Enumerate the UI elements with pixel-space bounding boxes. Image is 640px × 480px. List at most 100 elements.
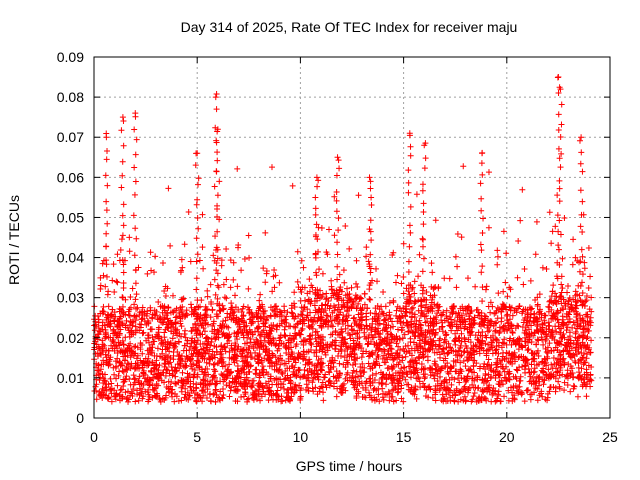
data-point	[461, 383, 468, 390]
data-point	[530, 356, 537, 363]
data-point	[212, 354, 219, 361]
data-point	[195, 181, 202, 188]
data-point	[492, 327, 499, 334]
data-point	[238, 394, 245, 401]
data-point	[573, 314, 580, 321]
data-point	[233, 388, 240, 395]
data-point	[306, 356, 313, 363]
data-point	[276, 279, 283, 286]
data-point	[199, 211, 206, 218]
data-point	[228, 384, 235, 391]
data-point	[368, 194, 375, 201]
data-point	[175, 397, 182, 404]
data-point	[500, 228, 507, 235]
data-point	[103, 134, 110, 141]
data-point	[454, 356, 461, 363]
data-point	[243, 322, 250, 329]
data-point	[113, 278, 120, 285]
data-point	[550, 355, 557, 362]
data-point	[120, 261, 127, 268]
data-point	[496, 381, 503, 388]
data-point	[462, 343, 469, 350]
data-point	[544, 350, 551, 357]
data-point	[422, 304, 429, 311]
data-point	[550, 347, 557, 354]
data-point	[342, 318, 349, 325]
data-point	[172, 380, 179, 387]
data-point	[482, 286, 489, 293]
data-point	[516, 378, 523, 385]
data-point	[415, 354, 422, 361]
data-point	[480, 215, 487, 222]
data-point	[478, 269, 485, 276]
data-point	[579, 289, 586, 296]
data-point	[277, 309, 284, 316]
data-point	[434, 310, 441, 317]
data-point	[319, 270, 326, 277]
data-point	[110, 261, 117, 268]
data-point	[211, 361, 218, 368]
data-point	[559, 255, 566, 262]
data-point	[220, 281, 227, 288]
data-point	[273, 396, 280, 403]
data-point	[112, 358, 119, 365]
data-points	[91, 74, 595, 405]
data-point	[193, 326, 200, 333]
data-point	[503, 317, 510, 324]
data-point	[336, 360, 343, 367]
data-point	[469, 396, 476, 403]
data-point	[120, 201, 127, 208]
data-point	[104, 147, 111, 154]
data-point	[303, 349, 310, 356]
data-point	[118, 236, 125, 243]
data-point	[400, 240, 407, 247]
data-point	[213, 331, 220, 338]
data-point	[127, 354, 134, 361]
data-point	[386, 299, 393, 306]
data-point	[324, 312, 331, 319]
data-point	[336, 271, 343, 278]
data-point	[450, 363, 457, 370]
data-point	[505, 358, 512, 365]
data-point	[494, 304, 501, 311]
data-point	[300, 348, 307, 355]
data-point	[193, 286, 200, 293]
data-point	[586, 318, 593, 325]
data-point	[131, 252, 138, 259]
data-point	[201, 328, 208, 335]
data-point	[193, 258, 200, 265]
y-axis-title: ROTI / TECUs	[6, 195, 22, 285]
data-point	[333, 368, 340, 375]
data-point	[381, 316, 388, 323]
data-point	[177, 362, 184, 369]
data-point	[332, 342, 339, 349]
data-point	[113, 363, 120, 370]
data-point	[212, 387, 219, 394]
data-point	[308, 282, 315, 289]
data-point	[122, 389, 129, 396]
data-point	[126, 375, 133, 382]
data-point	[519, 186, 526, 193]
data-point	[262, 229, 269, 236]
data-point	[411, 290, 418, 297]
data-point	[328, 317, 335, 324]
data-point	[494, 391, 501, 398]
data-point	[498, 318, 505, 325]
data-point	[111, 371, 118, 378]
data-point	[177, 356, 184, 363]
data-point	[334, 154, 341, 161]
data-point	[278, 369, 285, 376]
data-point	[533, 218, 540, 225]
data-point	[178, 397, 185, 404]
data-point	[450, 358, 457, 365]
data-point	[431, 284, 438, 291]
data-point	[556, 217, 563, 224]
x-tick-label: 25	[602, 429, 618, 445]
data-point	[153, 357, 160, 364]
data-point	[521, 266, 528, 273]
data-point	[235, 242, 242, 249]
data-point	[516, 303, 523, 310]
data-point	[207, 281, 214, 288]
data-point	[466, 328, 473, 335]
